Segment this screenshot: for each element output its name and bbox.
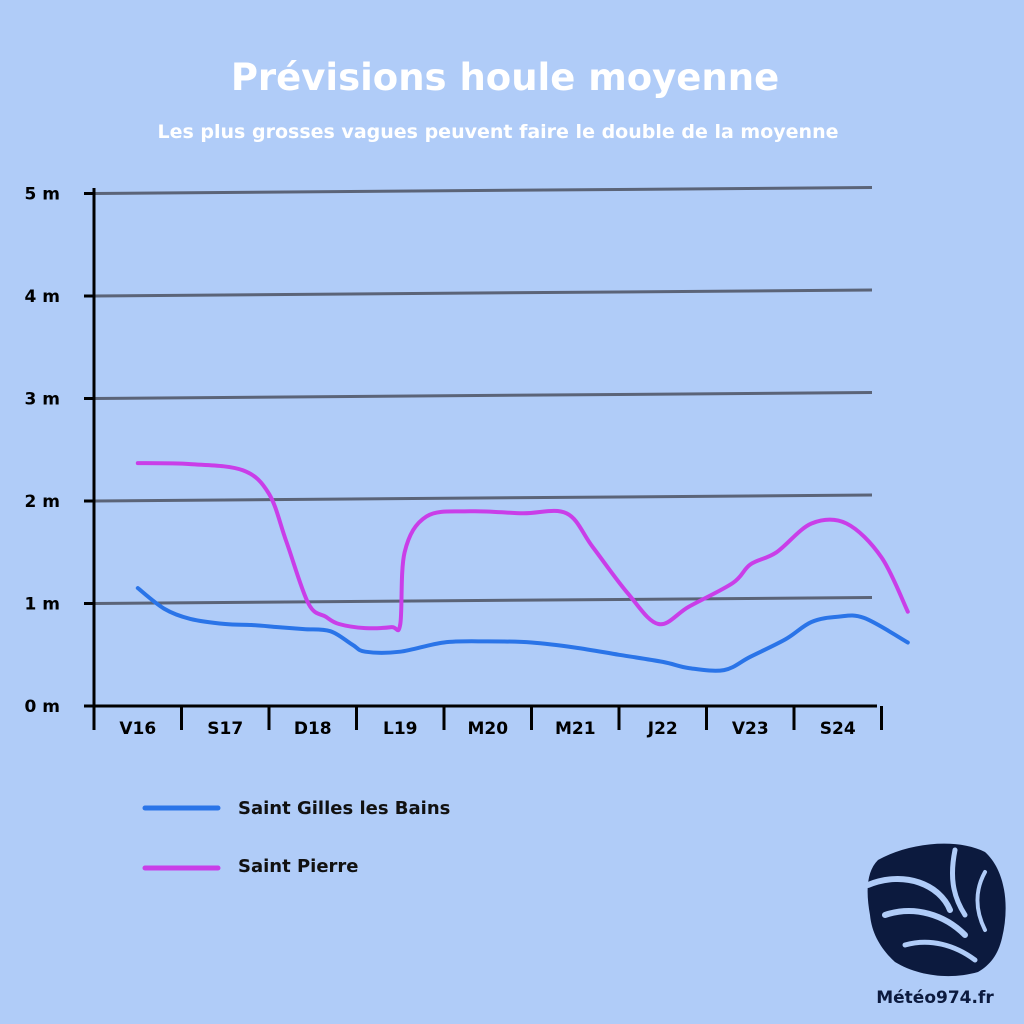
reunion-island-wave-logo-icon bbox=[865, 843, 1006, 977]
legend-entry-saint-gilles: Saint Gilles les Bains bbox=[142, 798, 450, 819]
chart-subtitle: Les plus grosses vagues peuvent faire le… bbox=[158, 121, 839, 143]
legend-label-saint-pierre: Saint Pierre bbox=[238, 856, 359, 877]
series-lines bbox=[135, 461, 910, 673]
x-tick-label: D18 bbox=[294, 719, 332, 739]
x-tick-label: L19 bbox=[383, 719, 418, 739]
legend: Saint Gilles les Bains Saint Pierre bbox=[142, 798, 450, 877]
gridline bbox=[93, 288, 873, 298]
gridline bbox=[93, 391, 873, 400]
gridline bbox=[93, 186, 873, 195]
x-tick-label: J22 bbox=[647, 719, 678, 739]
gridline bbox=[93, 493, 873, 503]
y-tick-label: 1 m bbox=[25, 595, 60, 615]
x-tick-label: V23 bbox=[732, 719, 769, 739]
axes: 0 m 1 m 2 m 3 m 4 m 5 m V16 S17 D18 L19 M20 M21 J22 V… bbox=[25, 185, 883, 739]
series-line-saint-pierre bbox=[135, 461, 910, 633]
x-tick-label: V16 bbox=[119, 719, 156, 739]
y-tick-label: 2 m bbox=[25, 492, 60, 512]
y-tick-label: 5 m bbox=[25, 185, 60, 205]
gridline bbox=[93, 596, 873, 605]
legend-entry-saint-pierre: Saint Pierre bbox=[142, 856, 359, 877]
brand-logo: Météo974.fr bbox=[865, 843, 1006, 1008]
x-tick-label: M20 bbox=[467, 719, 508, 739]
y-tick-label: 3 m bbox=[25, 390, 60, 410]
x-tick-label: M21 bbox=[555, 719, 596, 739]
x-tick-label: S17 bbox=[207, 719, 243, 739]
gridlines bbox=[93, 186, 873, 605]
y-tick-label: 0 m bbox=[25, 697, 60, 717]
series-line-saint-gilles bbox=[135, 586, 910, 673]
y-tick-label: 4 m bbox=[25, 287, 60, 307]
brand-name: Météo974.fr bbox=[876, 988, 994, 1008]
legend-label-saint-gilles: Saint Gilles les Bains bbox=[238, 798, 450, 819]
chart-title: Prévisions houle moyenne bbox=[231, 56, 779, 99]
x-tick-label: S24 bbox=[820, 719, 856, 739]
